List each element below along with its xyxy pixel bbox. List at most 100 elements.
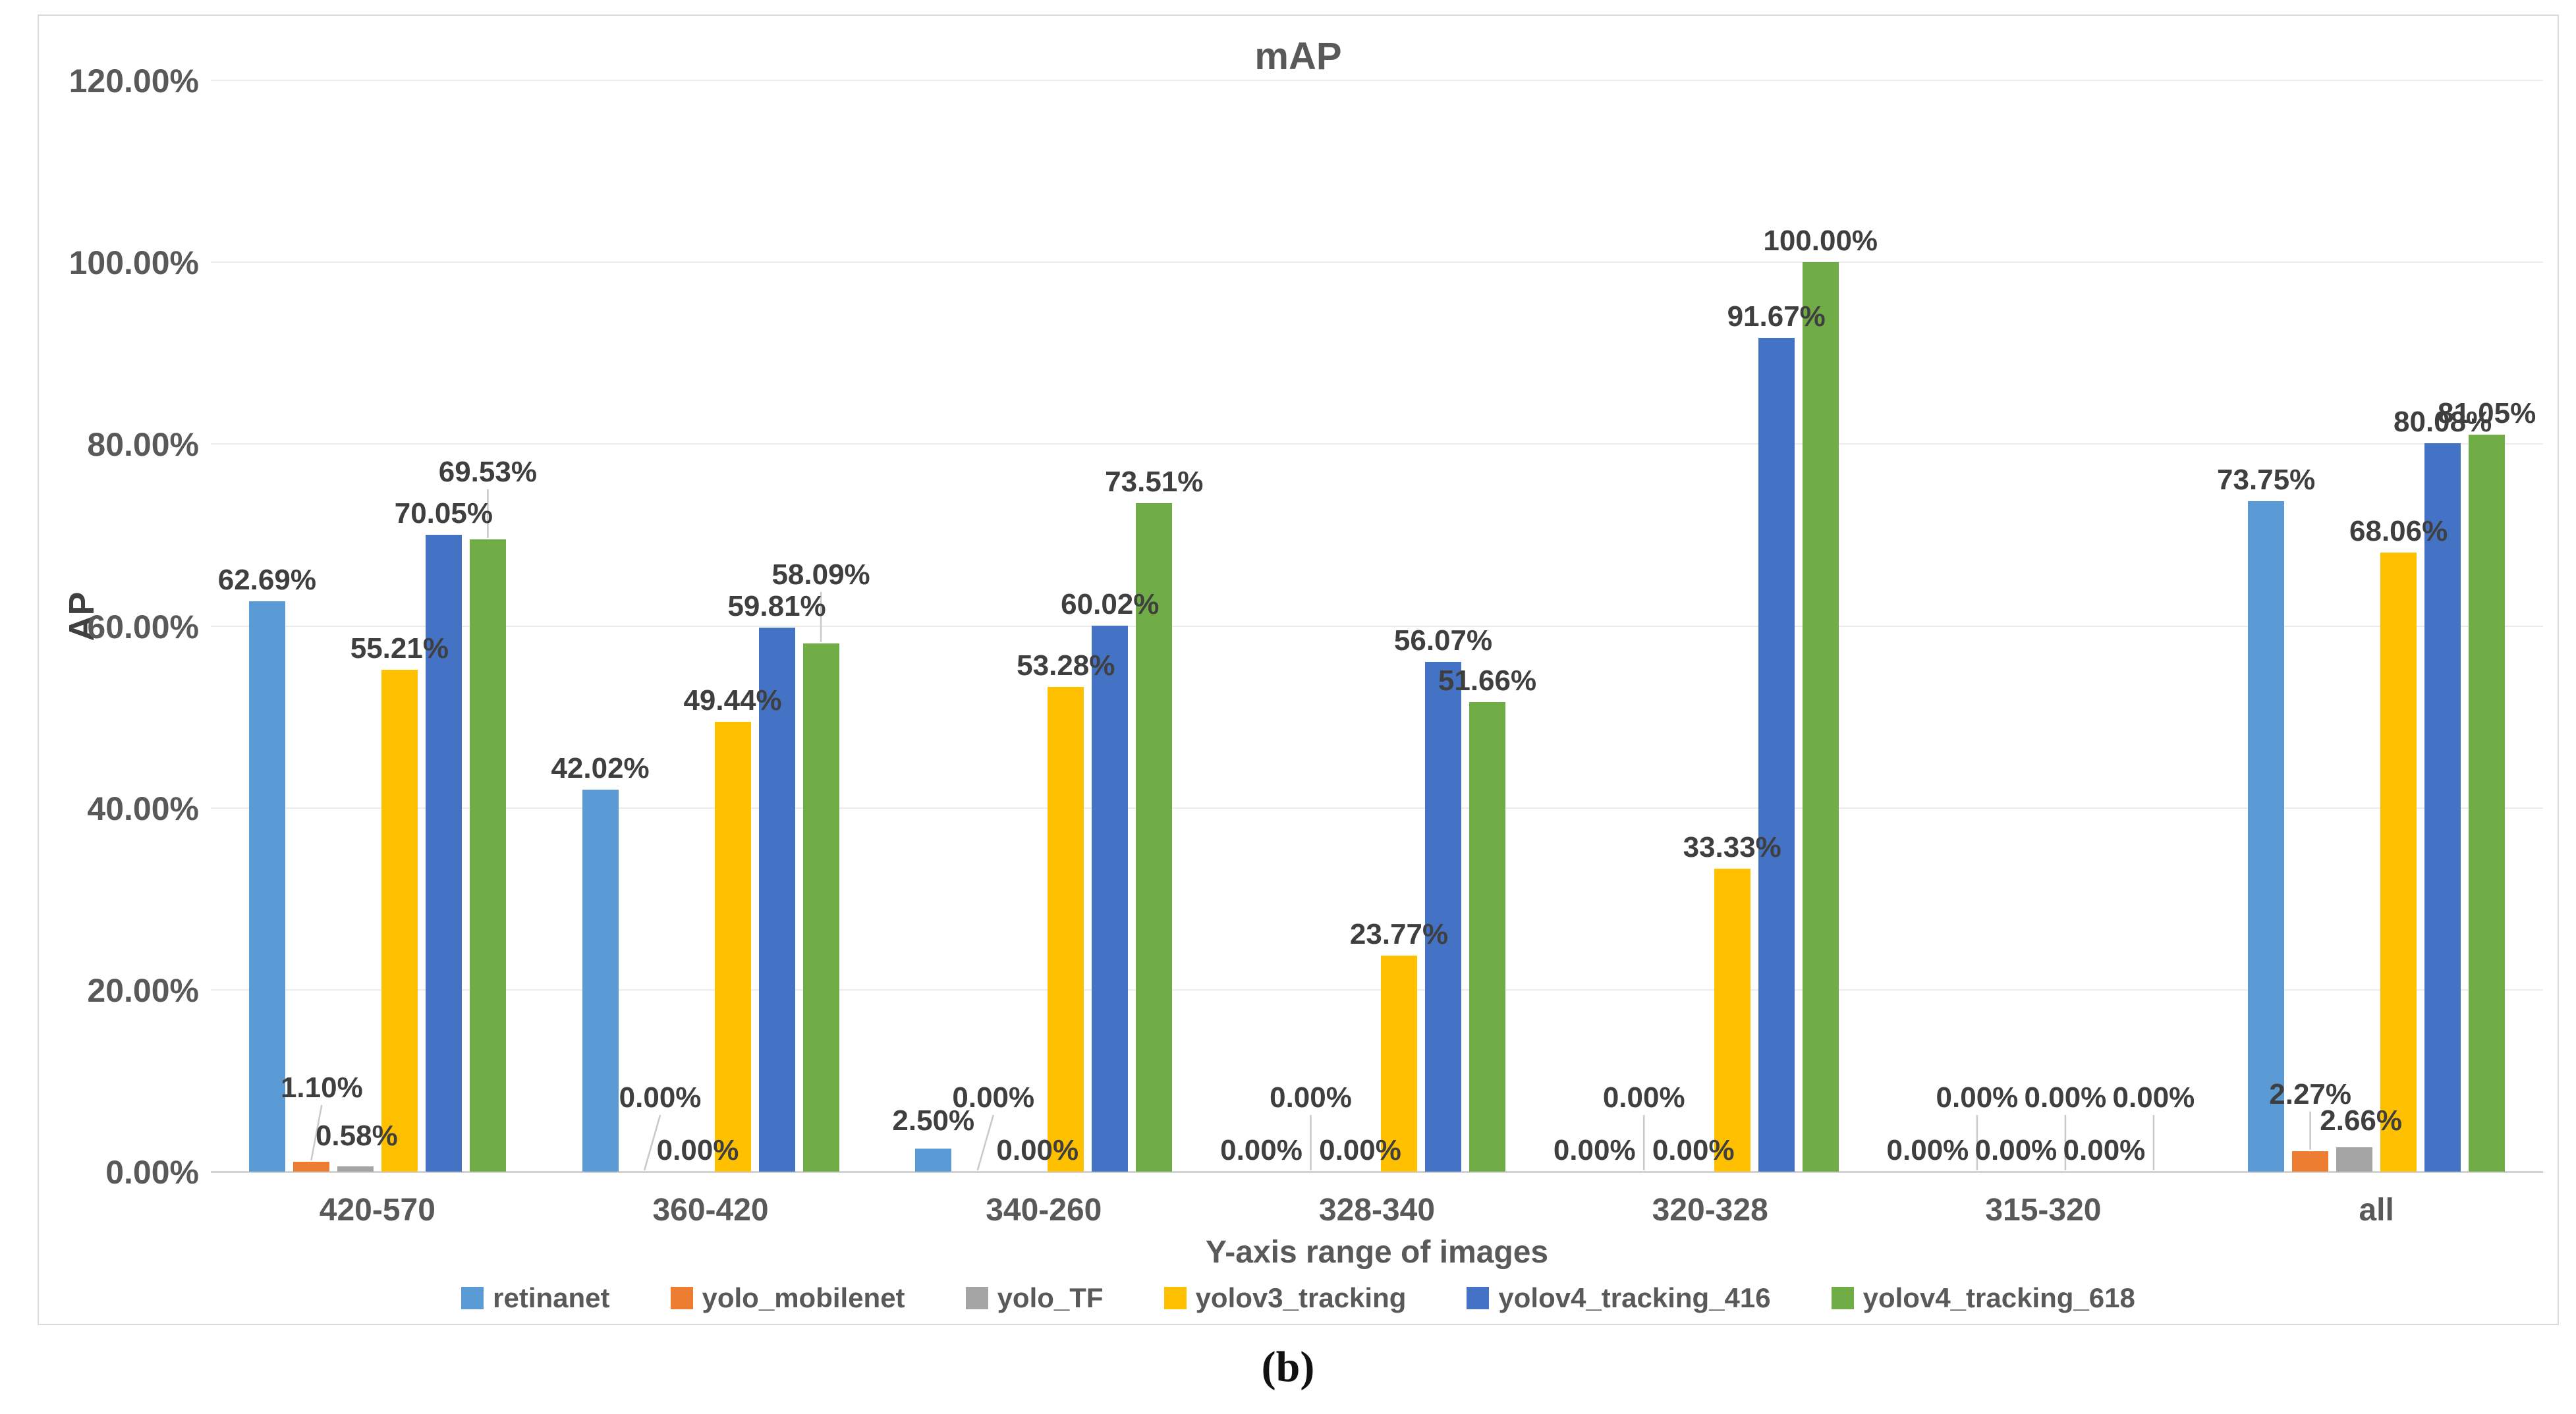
bar-label-yolov4_tracking_416-420-570: 70.05%: [394, 497, 493, 530]
bar-label-yolo_mobilenet-315-320: 0.00%: [1936, 1081, 2019, 1114]
bar-label-yolo_TF-315-320: 0.00%: [1974, 1134, 2058, 1166]
bar-label-yolov3_tracking-315-320: 0.00%: [2024, 1081, 2107, 1114]
legend-label: yolo_mobilenet: [702, 1282, 905, 1313]
legend-label: retinanet: [493, 1282, 610, 1313]
bar-label-yolov3_tracking-320-328: 33.33%: [1683, 830, 1781, 863]
x-category-label-all: all: [2359, 1193, 2394, 1228]
bar-label-yolo_mobilenet-all: 2.27%: [2269, 1077, 2352, 1110]
x-category-label-315-320: 315-320: [1985, 1193, 2102, 1228]
legend-swatch: [1163, 1287, 1187, 1309]
legend-label: yolo_TF: [997, 1282, 1104, 1313]
bar-yolov4_tracking_618-all: [2469, 434, 2506, 1172]
bar-label-yolov4_tracking_416-all: 80.08%: [2394, 406, 2492, 439]
y-tick-label: 0.00%: [105, 1154, 199, 1191]
bar-retinanet-all: [2248, 501, 2285, 1172]
bar-retinanet-420-570: [248, 601, 285, 1172]
legend-item-retinanet: retinanet: [461, 1282, 610, 1313]
y-tick-label: 80.00%: [87, 426, 199, 464]
bar-yolov4_tracking_416-340-260: [1092, 626, 1129, 1172]
bar-label-yolov3_tracking-360-420: 49.44%: [683, 684, 782, 717]
bar-yolo_mobilenet-all: [2292, 1151, 2329, 1172]
bar-label-yolo_TF-360-420: 0.00%: [656, 1134, 739, 1166]
gridline: [211, 989, 2543, 991]
bar-label-yolov4_tracking_416-340-260: 60.02%: [1061, 588, 1160, 621]
bar-label-yolov4_tracking_618-420-570: 69.53%: [438, 455, 537, 488]
chart-title: mAP: [1254, 35, 1342, 78]
bar-label-yolov4_tracking_618-328-340: 51.66%: [1438, 664, 1537, 697]
legend-item-yolo_TF: yolo_TF: [965, 1282, 1104, 1313]
y-tick-label: 120.00%: [69, 63, 199, 99]
legend-item-yolov3_tracking: yolov3_tracking: [1163, 1284, 1406, 1312]
legend-item-yolo_mobilenet: yolo_mobilenet: [670, 1282, 905, 1313]
bar-label-yolo_TF-320-328: 0.00%: [1652, 1134, 1735, 1166]
bar-label-yolo_TF-420-570: 0.58%: [315, 1120, 398, 1152]
bar-yolov3_tracking-420-570: [381, 669, 418, 1172]
bar-label-yolo_mobilenet-328-340: 0.00%: [1270, 1081, 1352, 1114]
bar-label-yolov4_tracking_416-360-420: 59.81%: [727, 590, 826, 623]
x-category-label-360-420: 360-420: [652, 1193, 769, 1228]
bar-label-yolo_TF-340-260: 0.00%: [996, 1134, 1079, 1166]
bar-yolov4_tracking_618-420-570: [469, 539, 506, 1172]
gridline: [211, 261, 2543, 263]
bar-label-retinanet-320-328: 0.00%: [1553, 1134, 1636, 1166]
bar-label-retinanet-315-320: 0.00%: [1886, 1134, 1969, 1166]
bar-label-yolov3_tracking-420-570: 55.21%: [350, 632, 449, 665]
bar-yolov4_tracking_416-420-570: [425, 534, 462, 1172]
gridline: [211, 443, 2543, 445]
x-category-label-328-340: 328-340: [1318, 1193, 1436, 1228]
legend-label: yolov4_tracking_618: [1862, 1282, 2135, 1313]
bar-label-retinanet-420-570: 62.69%: [217, 564, 316, 597]
bar-yolov3_tracking-340-260: [1048, 687, 1084, 1172]
bar-label-yolov3_tracking-all: 68.06%: [2349, 515, 2448, 548]
legend-swatch: [965, 1287, 988, 1309]
bar-label-yolo_mobilenet-320-328: 0.00%: [1602, 1081, 1685, 1114]
bar-yolo_TF-all: [2336, 1147, 2373, 1172]
bar-yolo_TF-420-570: [337, 1166, 374, 1172]
bar-retinanet-340-260: [915, 1149, 952, 1172]
legend-item-yolov4_tracking_618: yolov4_tracking_618: [1831, 1282, 2135, 1313]
legend-item-yolov4_tracking_416: yolov4_tracking_416: [1467, 1284, 1771, 1312]
legend-swatch: [461, 1287, 484, 1309]
bar-yolo_mobilenet-420-570: [293, 1161, 329, 1172]
bar-yolov4_tracking_618-360-420: [802, 643, 839, 1172]
gridline: [211, 625, 2543, 627]
x-category-label-340-260: 340-260: [986, 1193, 1102, 1228]
bar-label-retinanet-328-340: 0.00%: [1220, 1134, 1302, 1166]
bar-label-yolov4_tracking_618-315-320: 0.00%: [2112, 1081, 2195, 1114]
bar-label-yolov4_tracking_618-320-328: 100.00%: [1763, 225, 1878, 258]
bar-label-yolov4_tracking_416-315-320: 0.00%: [2063, 1134, 2146, 1166]
legend-swatch: [1831, 1287, 1854, 1309]
chart-frame: mAP AP 62.69% 1.10% 0.58% 55.21% 70.05% 69.53…: [38, 14, 2559, 1325]
bar-label-retinanet-360-420: 42.02%: [551, 751, 650, 784]
y-tick-label: 40.00%: [87, 790, 199, 827]
bar-label-retinanet-all: 73.75%: [2217, 463, 2316, 496]
bar-label-yolov3_tracking-328-340: 23.77%: [1349, 917, 1449, 950]
x-category-label-420-570: 420-570: [319, 1193, 435, 1228]
gridline: [211, 1171, 2543, 1173]
bar-label-retinanet-340-260: 2.50%: [892, 1104, 975, 1137]
plot-area: 62.69% 1.10% 0.58% 55.21% 70.05% 69.53% 42.02%…: [211, 80, 2543, 1173]
bar-label-yolo_mobilenet-340-260: 0.00%: [952, 1081, 1035, 1114]
bar-label-yolo_TF-all: 2.66%: [2320, 1104, 2403, 1137]
legend-swatch: [670, 1287, 693, 1309]
bar-yolov4_tracking_416-328-340: [1425, 661, 1461, 1172]
bar-label-yolov3_tracking-340-260: 53.28%: [1017, 649, 1115, 682]
bar-label-yolov4_tracking_618-360-420: 58.09%: [771, 558, 870, 591]
bar-yolov4_tracking_416-all: [2424, 443, 2461, 1172]
bar-yolov3_tracking-all: [2380, 553, 2417, 1172]
bar-yolov3_tracking-320-328: [1714, 868, 1750, 1172]
x-category-label-320-328: 320-328: [1652, 1193, 1768, 1228]
bar-label-yolo_TF-328-340: 0.00%: [1319, 1134, 1401, 1166]
bar-label-yolov4_tracking_416-328-340: 56.07%: [1393, 624, 1493, 657]
legend: retinanet yolo_mobilenet yolo_TF yolov3_tra…: [39, 1284, 2558, 1312]
gridline: [211, 807, 2543, 809]
bar-label-yolov4_tracking_618-340-260: 73.51%: [1105, 465, 1204, 498]
bar-yolov4_tracking_618-340-260: [1136, 503, 1173, 1172]
y-tick-label: 20.00%: [87, 971, 199, 1009]
bar-yolov4_tracking_416-360-420: [758, 628, 795, 1172]
y-tick-label: 100.00%: [69, 244, 199, 282]
y-tick-label: 60.00%: [87, 608, 199, 645]
bar-label-yolo_mobilenet-360-420: 0.00%: [619, 1081, 702, 1114]
bar-yolov4_tracking_618-328-340: [1469, 701, 1505, 1172]
